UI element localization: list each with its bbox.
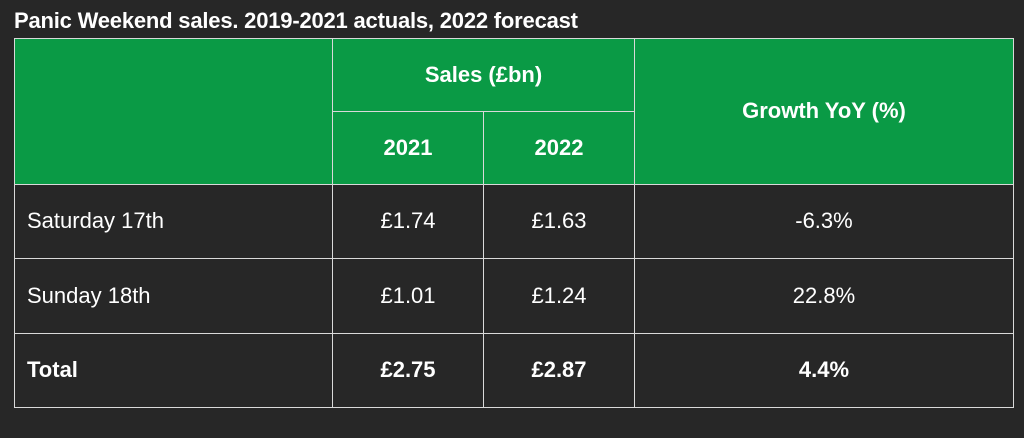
cell-2022-total: £2.87 <box>483 332 635 409</box>
row-label: Sunday 18th <box>14 258 333 334</box>
cell-2022: £1.24 <box>483 258 635 334</box>
header-2021: 2021 <box>332 111 484 185</box>
table-row: Sunday 18th £1.01 £1.24 22.8% <box>14 258 1014 334</box>
cell-2021: £1.74 <box>332 183 484 260</box>
header-sales-group: Sales (£bn) <box>332 37 635 113</box>
cell-growth-total: 4.4% <box>634 332 1014 409</box>
cell-2021-total: £2.75 <box>332 332 484 409</box>
sales-table: Sales (£bn) Growth YoY (%) 2021 2022 Sat… <box>14 37 1014 409</box>
header-empty-cell <box>14 38 333 185</box>
header-2022: 2022 <box>483 111 635 185</box>
chart-title: Panic Weekend sales. 2019-2021 actuals, … <box>14 8 578 33</box>
cell-growth: 22.8% <box>634 258 1014 334</box>
table-row-total: Total £2.75 £2.87 4.4% <box>14 332 1014 409</box>
row-label: Saturday 17th <box>14 183 333 260</box>
row-label-total: Total <box>14 332 333 409</box>
cell-2022: £1.63 <box>483 183 635 260</box>
cell-2021: £1.01 <box>332 258 484 334</box>
table-row: Saturday 17th £1.74 £1.63 -6.3% <box>14 183 1014 260</box>
cell-growth: -6.3% <box>634 183 1014 260</box>
header-growth: Growth YoY (%) <box>634 38 1014 185</box>
